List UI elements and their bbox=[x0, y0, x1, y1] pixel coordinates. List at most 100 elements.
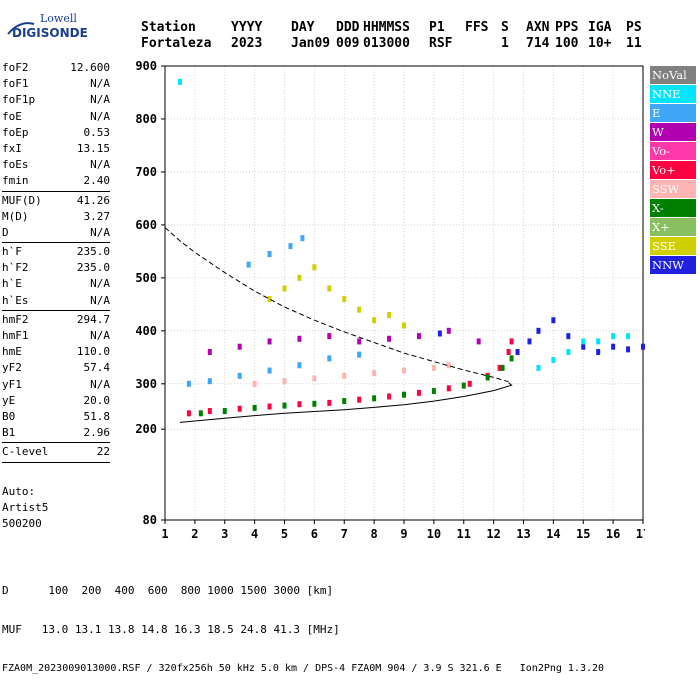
data-point-e bbox=[327, 355, 332, 362]
data-point-ssw bbox=[402, 367, 406, 374]
data-point-nnw bbox=[626, 346, 631, 353]
param-row: M(D) 3.27 bbox=[2, 209, 110, 225]
data-point-e bbox=[246, 261, 251, 268]
x-tick-label: 10 bbox=[427, 527, 441, 541]
param-value: N/A bbox=[90, 93, 110, 107]
param-row: foEp 0.53 bbox=[2, 125, 110, 141]
param-row: hmE 110.0 bbox=[2, 344, 110, 360]
legend-item-noval: NoVal bbox=[650, 66, 696, 84]
header-value-4: 013000 bbox=[363, 36, 410, 51]
param-row: foE N/A bbox=[2, 109, 110, 125]
data-point-vo- bbox=[509, 338, 514, 345]
data-point-ssw bbox=[372, 370, 377, 377]
data-point-vo- bbox=[267, 403, 272, 410]
header-label-1: YYYY bbox=[231, 20, 263, 35]
param-row: h`F 235.0 bbox=[2, 244, 110, 260]
param-row: yF2 57.4 bbox=[2, 360, 110, 376]
data-point-sse bbox=[312, 264, 317, 271]
data-point-nnw bbox=[437, 330, 442, 337]
data-point-vo- bbox=[506, 349, 511, 356]
y-tick-label: 400 bbox=[135, 324, 157, 338]
data-point-x- bbox=[485, 374, 490, 381]
param-row: fxI 13.15 bbox=[2, 141, 110, 157]
data-point-vo- bbox=[207, 408, 212, 415]
param-separator bbox=[2, 190, 110, 192]
param-name: h`E bbox=[2, 277, 22, 291]
legend-item-vo-: Vo- bbox=[650, 142, 696, 160]
profile-curve bbox=[179, 382, 513, 423]
param-separator bbox=[2, 242, 110, 244]
param-value: 2.40 bbox=[83, 174, 111, 188]
auto-code: 500200 bbox=[2, 517, 42, 530]
param-value: N/A bbox=[90, 293, 110, 307]
x-tick-label: 6 bbox=[311, 527, 318, 541]
x-tick-label: 5 bbox=[281, 527, 288, 541]
header-label-5: P1 bbox=[429, 20, 445, 35]
param-value: N/A bbox=[90, 158, 110, 172]
param-row: D N/A bbox=[2, 225, 110, 241]
param-value: 57.4 bbox=[83, 361, 111, 375]
x-tick-label: 2 bbox=[191, 527, 198, 541]
muf-dashed-curve bbox=[164, 227, 509, 383]
y-tick-label: 700 bbox=[135, 165, 157, 179]
param-value: 294.7 bbox=[76, 312, 110, 326]
footer-file-info: FZA0M_2023009013000.RSF / 320fx256h 50 k… bbox=[2, 663, 605, 674]
param-value: 12.600 bbox=[70, 61, 110, 74]
param-value: N/A bbox=[90, 109, 110, 123]
param-name: yF2 bbox=[2, 361, 22, 375]
digisonde-logo: Lowell DIGISONDE bbox=[6, 8, 88, 48]
data-point-vo- bbox=[497, 364, 502, 371]
param-name: B1 bbox=[2, 426, 16, 440]
x-tick-label: 1 bbox=[161, 527, 168, 541]
data-point-vo- bbox=[186, 410, 191, 417]
header-value-10: 10+ bbox=[588, 36, 612, 51]
param-name: yE bbox=[2, 393, 16, 407]
auto-artist: Artist5 bbox=[2, 501, 49, 514]
footer-distance-row: D 100 200 400 600 800 1000 1500 3000 [km… bbox=[2, 584, 334, 597]
data-point-w bbox=[446, 327, 451, 334]
data-point-ssw bbox=[342, 372, 347, 379]
data-point-x- bbox=[461, 382, 466, 389]
data-point-e bbox=[297, 362, 302, 369]
y-tick-label: 600 bbox=[135, 218, 157, 232]
header-label-0: Station bbox=[141, 20, 196, 35]
param-row: h`E N/A bbox=[2, 276, 110, 292]
data-point-vo- bbox=[297, 401, 302, 408]
data-point-sse bbox=[297, 274, 302, 281]
data-point-sse bbox=[402, 322, 406, 329]
data-point-ssw bbox=[282, 378, 287, 385]
header-label-11: PS bbox=[626, 20, 642, 35]
data-point-x- bbox=[402, 391, 406, 398]
param-row: hmF2 294.7 bbox=[2, 312, 110, 328]
data-point-ssw bbox=[252, 380, 257, 387]
data-point-nne bbox=[626, 333, 631, 340]
param-row: h`F2 235.0 bbox=[2, 260, 110, 276]
header-label-10: IGA bbox=[588, 20, 612, 35]
data-point-w bbox=[327, 333, 332, 340]
legend-item-ssw: SSW bbox=[650, 180, 696, 198]
data-point-x- bbox=[198, 410, 203, 417]
ionogram-chart: 1234567891011121314151617802003004005006… bbox=[135, 59, 645, 541]
param-name: foF2 bbox=[2, 61, 29, 74]
data-point-nne bbox=[177, 78, 182, 85]
param-row: yF1 N/A bbox=[2, 377, 110, 393]
param-value: 13.15 bbox=[76, 141, 110, 155]
param-name: hmF1 bbox=[2, 329, 29, 342]
data-point-w bbox=[476, 338, 481, 345]
data-point-x- bbox=[252, 404, 257, 411]
footer-muf-row: MUF 13.0 13.1 13.8 14.8 16.3 18.5 24.8 4… bbox=[2, 623, 340, 636]
data-point-x- bbox=[372, 395, 377, 402]
param-value: 3.27 bbox=[83, 209, 111, 223]
param-name: B0 bbox=[2, 409, 16, 423]
x-tick-label: 9 bbox=[400, 527, 407, 541]
param-row: B1 2.96 bbox=[2, 425, 110, 441]
data-point-sse bbox=[372, 317, 377, 324]
param-name: M(D) bbox=[2, 209, 29, 223]
param-name: MUF(D) bbox=[2, 193, 42, 207]
data-point-sse bbox=[282, 285, 287, 292]
x-tick-label: 14 bbox=[546, 527, 560, 541]
auto-label: Auto: bbox=[2, 485, 36, 498]
y-tick-label: 200 bbox=[135, 422, 157, 436]
plot-frame bbox=[164, 65, 644, 521]
data-point-ssw bbox=[312, 375, 317, 382]
